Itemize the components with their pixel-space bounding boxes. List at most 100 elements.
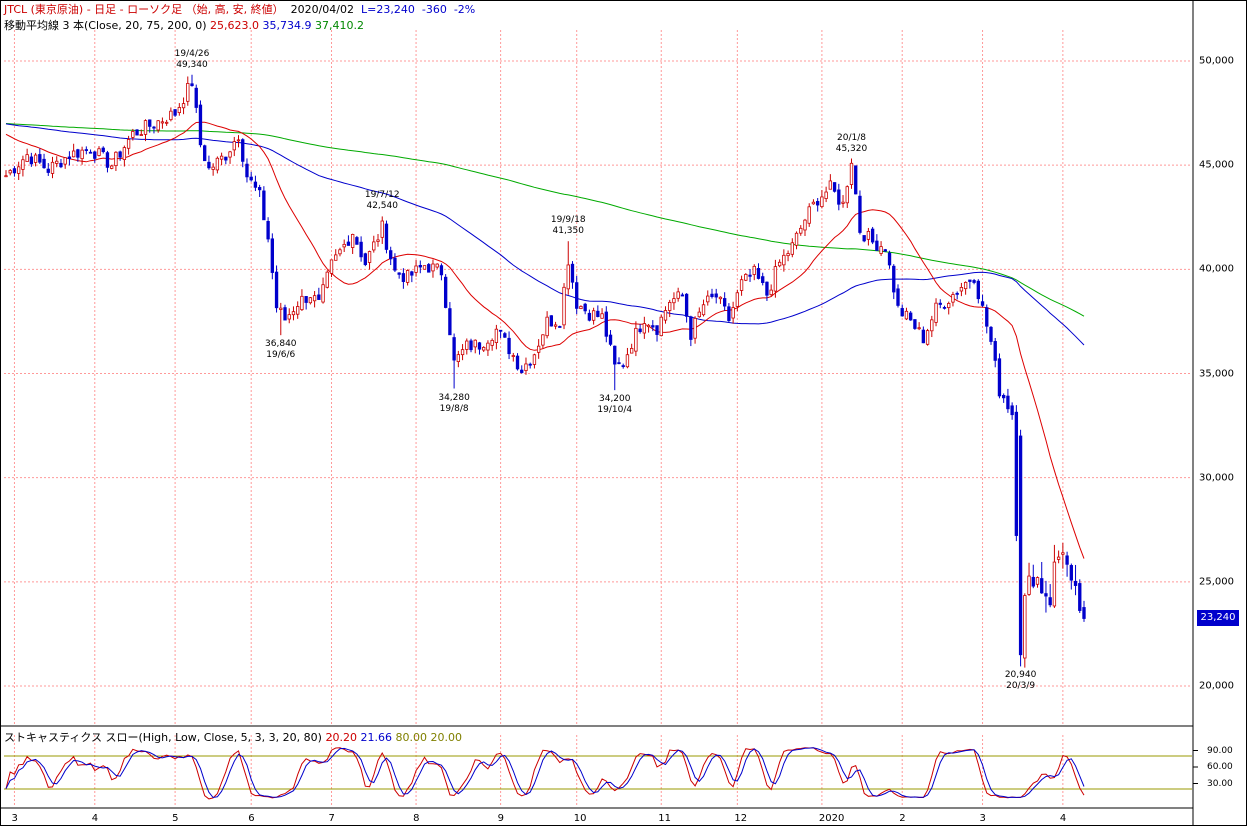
- annotation-line1: 19/4/26: [174, 48, 210, 59]
- candle-body: [393, 257, 397, 271]
- candle-body: [236, 139, 241, 142]
- candle-body: [414, 265, 418, 273]
- candle-body: [659, 316, 663, 337]
- candle-body: [684, 293, 689, 317]
- candle-body: [8, 170, 12, 174]
- candle-body: [625, 354, 630, 368]
- annotation-line1: 34,280: [438, 392, 470, 403]
- candle-body: [959, 287, 964, 292]
- candle-body: [503, 333, 507, 338]
- candle-body: [372, 241, 376, 251]
- candle-body: [634, 327, 638, 352]
- candle-body: [452, 337, 456, 361]
- candle-body: [727, 306, 731, 321]
- candle-body: [473, 339, 477, 348]
- annotation-line2: 19/8/8: [439, 403, 469, 414]
- annotation-line1: 19/9/18: [550, 215, 586, 226]
- candle-body: [389, 250, 393, 260]
- price-change: -360: [421, 3, 447, 16]
- stoch-tick-label: 60.00: [1207, 762, 1233, 772]
- candle-body: [325, 271, 329, 288]
- candle-body: [596, 310, 600, 317]
- candle-body: [135, 129, 139, 136]
- candle-body: [621, 365, 625, 368]
- price-annotation: 34,200 19/10/4: [597, 394, 632, 416]
- y-tick-label: 50,000: [1199, 55, 1234, 67]
- candle-body: [148, 119, 152, 127]
- candle-body: [42, 158, 46, 169]
- candle-body: [613, 345, 617, 365]
- candle-body: [186, 83, 190, 102]
- candle-body: [211, 166, 215, 170]
- x-tick-label: 7: [328, 813, 335, 824]
- stoch-k-line: [5, 747, 1085, 800]
- candle-body: [219, 155, 224, 160]
- candle-body: [181, 103, 186, 109]
- candle-body: [279, 307, 283, 310]
- candle-body: [655, 325, 659, 335]
- candle-body: [985, 307, 989, 327]
- candle-body: [67, 156, 72, 160]
- candle-body: [410, 271, 414, 276]
- candle-body: [748, 274, 752, 277]
- candle-body: [562, 286, 566, 326]
- candle-body: [308, 297, 313, 304]
- stoch-tick-label: 90.00: [1207, 745, 1233, 756]
- ma200-value: 37,410.2: [314, 19, 364, 32]
- candle-body: [646, 324, 651, 328]
- candle-body: [862, 235, 866, 242]
- candle-body: [904, 310, 909, 320]
- candle-body: [1052, 561, 1057, 607]
- annotation-line1: 34,200: [598, 394, 631, 405]
- candle-body: [346, 241, 351, 246]
- candle-body: [1078, 583, 1082, 611]
- chart-header: JTCL (東京原油) - 日足 - ローソク足 （始, 高, 安, 終値） 2…: [4, 3, 475, 16]
- candle-body: [520, 369, 524, 373]
- ma20-value: 25,623.0: [210, 19, 259, 32]
- candle-body: [832, 182, 837, 192]
- candle-body: [1027, 575, 1031, 595]
- candle-body: [714, 293, 718, 298]
- stoch-d-value: 21.66: [360, 731, 392, 744]
- candle-body: [955, 292, 959, 295]
- candle-body: [173, 109, 177, 116]
- candle-body: [553, 324, 558, 327]
- candle-body: [1061, 552, 1065, 555]
- candle-body: [824, 191, 828, 199]
- candle-body: [380, 220, 384, 238]
- x-tick-label: 3: [979, 813, 986, 824]
- candle-body: [997, 358, 1002, 397]
- annotation-line1: 20,940: [1004, 670, 1037, 681]
- candle-body: [841, 201, 845, 204]
- candle-body: [152, 126, 156, 129]
- candle-body: [198, 104, 203, 146]
- candle-body: [701, 304, 706, 316]
- candle-body: [980, 301, 985, 306]
- candle-body: [498, 329, 503, 332]
- quote-date: 2020/04/02: [290, 3, 355, 16]
- candle-body: [448, 308, 452, 336]
- candle-body: [460, 349, 465, 356]
- candle-body: [849, 162, 854, 185]
- candle-body: [397, 272, 401, 275]
- candle-body: [761, 276, 765, 283]
- candle-body: [786, 253, 790, 257]
- candle-body: [909, 312, 913, 321]
- candle-body: [418, 264, 422, 268]
- y-tick-label: 45,000: [1199, 159, 1234, 171]
- candle-body: [169, 110, 173, 121]
- candle-body: [811, 201, 816, 205]
- candle-body: [541, 334, 545, 346]
- x-tick-label: 9: [497, 813, 504, 824]
- stoch-label: ストキャスティクス スロー(High, Low, Close, 5, 3, 3,…: [4, 731, 322, 744]
- stoch-legend: ストキャスティクス スロー(High, Low, Close, 5, 3, 3,…: [4, 731, 462, 744]
- candle-body: [528, 363, 532, 366]
- candle-body: [718, 296, 723, 300]
- annotation-line2: 42,540: [366, 201, 398, 212]
- candle-body: [274, 271, 279, 309]
- candle-body: [203, 145, 207, 162]
- annotation-line1: 36,840: [265, 339, 297, 350]
- candle-body: [963, 281, 968, 290]
- candle-body: [160, 121, 165, 124]
